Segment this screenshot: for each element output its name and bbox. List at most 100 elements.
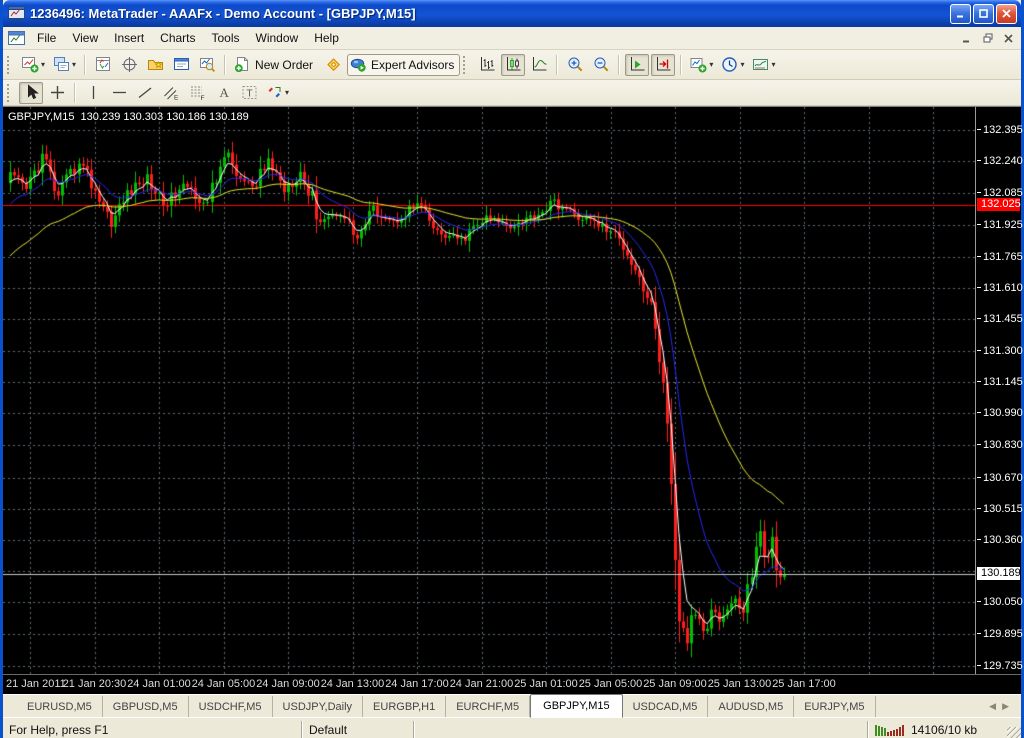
text-label-icon: T <box>241 84 258 101</box>
menu-view[interactable]: View <box>72 31 99 45</box>
price-tick-label: 132.085 <box>976 187 1023 199</box>
time-axis[interactable]: 21 Jan 2011 21 Jan 20:30 24 Jan 01:00 24 Ja… <box>3 674 1021 694</box>
menu-window[interactable]: Window <box>255 31 299 45</box>
menu-insert[interactable]: Insert <box>114 31 145 45</box>
time-tick-label: 24 Jan 21:00 <box>449 678 514 690</box>
tab-usdjpy-daily[interactable]: USDJPY,Daily <box>273 696 364 717</box>
zoom-in-icon <box>567 56 584 73</box>
chart-shift-icon <box>655 56 672 73</box>
price-tick-label: 129.735 <box>976 660 1023 672</box>
trend-line-button[interactable] <box>133 82 157 104</box>
price-tick-label: 130.515 <box>976 503 1023 515</box>
timeframes-dropdown-arrow[interactable]: ▾ <box>740 60 745 69</box>
terminal-button[interactable] <box>169 54 193 76</box>
text-label-button[interactable]: T <box>237 82 261 104</box>
chart-shift-button[interactable] <box>651 53 676 76</box>
resize-grip[interactable] <box>1007 727 1021 738</box>
toolbar-separator <box>84 54 87 75</box>
indicators-dropdown-arrow[interactable]: ▾ <box>709 60 714 69</box>
toolbar-standard: ▾ ▾ New Order Expert Advisors ▾ ▾ ▾ <box>3 50 1021 80</box>
mdi-restore-button[interactable] <box>978 30 997 47</box>
chart-plot: GBPJPY,M15 130.239 130.303 130.186 130.1… <box>3 107 975 674</box>
time-tick-label: 24 Jan 09:00 <box>256 678 320 690</box>
bar-chart-button[interactable] <box>475 54 499 76</box>
menu-tools[interactable]: Tools <box>211 31 240 45</box>
indicators-button[interactable]: ▾ <box>687 54 716 76</box>
toolbar-separator <box>224 54 227 75</box>
menu-bar: File View Insert Charts Tools Window Help <box>3 27 1021 50</box>
terminal-icon <box>173 56 190 73</box>
tab-eurusd-m5[interactable]: EURUSD,M5 <box>17 696 103 717</box>
horizontal-line-button[interactable] <box>107 82 131 104</box>
status-template-name: Default <box>309 722 348 737</box>
connection-bars-icon <box>875 724 905 736</box>
time-tick-label: 21 Jan 20:30 <box>62 678 127 690</box>
minimize-button[interactable] <box>950 3 971 24</box>
tab-usdcad-m5[interactable]: USDCAD,M5 <box>623 696 709 717</box>
toolbar-grip[interactable] <box>7 55 14 74</box>
chart-canvas[interactable] <box>3 107 975 674</box>
fibonacci-button[interactable]: F <box>185 82 209 104</box>
menu-charts[interactable]: Charts <box>160 31 196 45</box>
templates-button[interactable]: ▾ <box>749 54 778 76</box>
arrows-dropdown-arrow[interactable]: ▾ <box>285 88 290 97</box>
maximize-button[interactable] <box>973 3 994 24</box>
price-tick-label: 130.670 <box>976 472 1023 484</box>
tab-eurchf-m5[interactable]: EURCHF,M5 <box>446 696 531 717</box>
horizontal-line-icon <box>111 84 128 101</box>
zoom-in-button[interactable] <box>563 54 587 76</box>
tab-eurjpy-m5[interactable]: EURJPY,M5 <box>794 696 876 717</box>
templates-dropdown-arrow[interactable]: ▾ <box>771 60 776 69</box>
text-icon: A <box>215 84 232 101</box>
tab-scroll-arrows[interactable]: ◀▶ <box>989 700 1015 711</box>
tab-usdchf-m5[interactable]: USDCHF,M5 <box>189 696 273 717</box>
metaeditor-button[interactable] <box>321 54 345 76</box>
status-separator <box>301 721 303 738</box>
new-order-label: New Order <box>255 57 314 72</box>
tab-eurgbp-h1[interactable]: EURGBP,H1 <box>363 696 447 717</box>
tab-gbpusd-m5[interactable]: GBPUSD,M5 <box>103 696 189 717</box>
market-watch-button[interactable] <box>91 54 115 76</box>
time-tick-label: 25 Jan 09:00 <box>643 678 707 690</box>
tab-gbpjpy-m15[interactable]: GBPJPY,M15 <box>530 694 623 718</box>
arrows-button[interactable]: ▾ <box>263 82 292 104</box>
auto-scroll-button[interactable] <box>625 53 650 76</box>
equidistant-channel-button[interactable]: E <box>159 82 183 104</box>
menu-file[interactable]: File <box>37 31 57 45</box>
timeframes-button[interactable]: ▾ <box>718 54 747 76</box>
profiles-button[interactable]: ▾ <box>50 54 79 76</box>
arrows-icon <box>266 84 283 101</box>
ohlc-info-line: GBPJPY,M15 130.239 130.303 130.186 130.1… <box>8 111 249 123</box>
close-button[interactable] <box>996 3 1017 24</box>
crosshair-button[interactable] <box>45 82 69 104</box>
mdi-minimize-button[interactable] <box>957 30 976 47</box>
strategy-tester-button[interactable] <box>195 54 219 76</box>
line-chart-button[interactable] <box>527 54 551 76</box>
candlestick-chart-button[interactable] <box>501 53 526 76</box>
toolbar-grip[interactable] <box>7 83 14 102</box>
menu-help[interactable]: Help <box>314 31 339 45</box>
connection-traffic: 14106/10 kb <box>911 722 978 737</box>
time-tick-label: 24 Jan 13:00 <box>320 678 385 690</box>
text-button[interactable]: A <box>211 82 235 104</box>
vertical-line-button[interactable] <box>81 82 105 104</box>
toolbar-grip[interactable] <box>463 55 470 74</box>
cursor-button[interactable] <box>19 81 43 104</box>
mdi-close-button[interactable] <box>999 30 1018 47</box>
profiles-dropdown-arrow[interactable]: ▾ <box>72 60 77 69</box>
new-chart-button[interactable]: ▾ <box>19 54 48 76</box>
price-axis[interactable]: 132.395 132.240 132.085 131.925 131.765 131.6… <box>975 107 1023 674</box>
line-chart-icon <box>531 56 548 73</box>
zoom-out-button[interactable] <box>589 54 613 76</box>
data-window-button[interactable] <box>117 54 141 76</box>
new-order-button[interactable]: New Order <box>231 54 319 76</box>
price-tick-label: 130.050 <box>976 596 1023 608</box>
navigator-button[interactable] <box>143 54 167 76</box>
trend-line-icon <box>137 84 154 101</box>
expert-advisors-button[interactable]: Expert Advisors <box>347 53 461 76</box>
new-chart-dropdown-arrow[interactable]: ▾ <box>41 60 46 69</box>
tab-audusd-m5[interactable]: AUDUSD,M5 <box>708 696 795 717</box>
status-spacer <box>415 721 867 738</box>
price-tick-label: 131.610 <box>976 282 1023 294</box>
status-bar: For Help, press F1 Default 14106/10 kb <box>3 717 1021 738</box>
